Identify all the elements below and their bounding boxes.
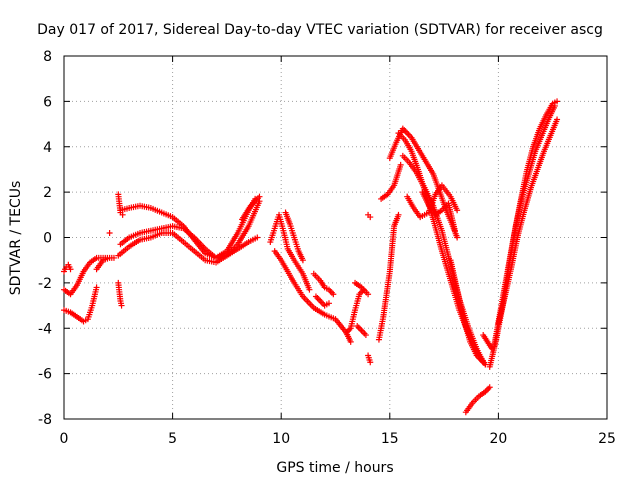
y-tick-label: 4 [43,140,52,156]
data-point [365,291,372,298]
grid [64,56,607,419]
data-point [299,257,306,264]
data-series [61,98,561,416]
x-tick-label: 15 [381,431,399,447]
x-axis-label: GPS time / hours [276,460,393,476]
data-point [306,286,313,293]
axis-ticks: 0 5 10 15 20 25 -8 -6 -4 -2 0 2 4 6 8 [38,49,616,447]
y-axis-label: SDTVAR / TECUs [8,181,24,296]
data-point [118,302,125,309]
y-tick-label: -8 [38,412,52,428]
data-point [367,359,374,366]
y-tick-label: -6 [38,367,52,383]
x-tick-label: 10 [272,431,290,447]
x-tick-label: 5 [168,431,177,447]
data-point [486,384,493,391]
data-point [330,291,337,298]
data-point [119,211,126,218]
y-tick-label: 8 [43,49,52,65]
x-tick-label: 20 [489,431,507,447]
data-point [325,300,332,307]
x-tick-label: 25 [598,431,616,447]
chart-title: Day 017 of 2017, Sidereal Day-to-day VTE… [37,22,603,38]
data-point [554,116,561,123]
data-point [362,332,369,339]
data-point [67,266,74,273]
data-point [254,234,261,241]
data-point [554,98,561,105]
data-point [451,227,458,234]
data-point [454,207,461,214]
y-tick-label: 6 [43,94,52,110]
data-point [106,229,113,236]
data-point [397,161,404,168]
x-tick-label: 0 [60,431,69,447]
data-point [256,193,263,200]
data-point [395,211,402,218]
data-point [454,234,461,241]
plot-frame [63,55,608,420]
data-point [93,284,100,291]
data-point [110,254,117,261]
y-tick-label: -4 [38,321,52,337]
y-tick-label: 2 [43,185,52,201]
data-point [347,338,354,345]
y-tick-label: -2 [38,276,52,292]
data-point [367,214,374,221]
y-tick-label: 0 [43,231,52,247]
